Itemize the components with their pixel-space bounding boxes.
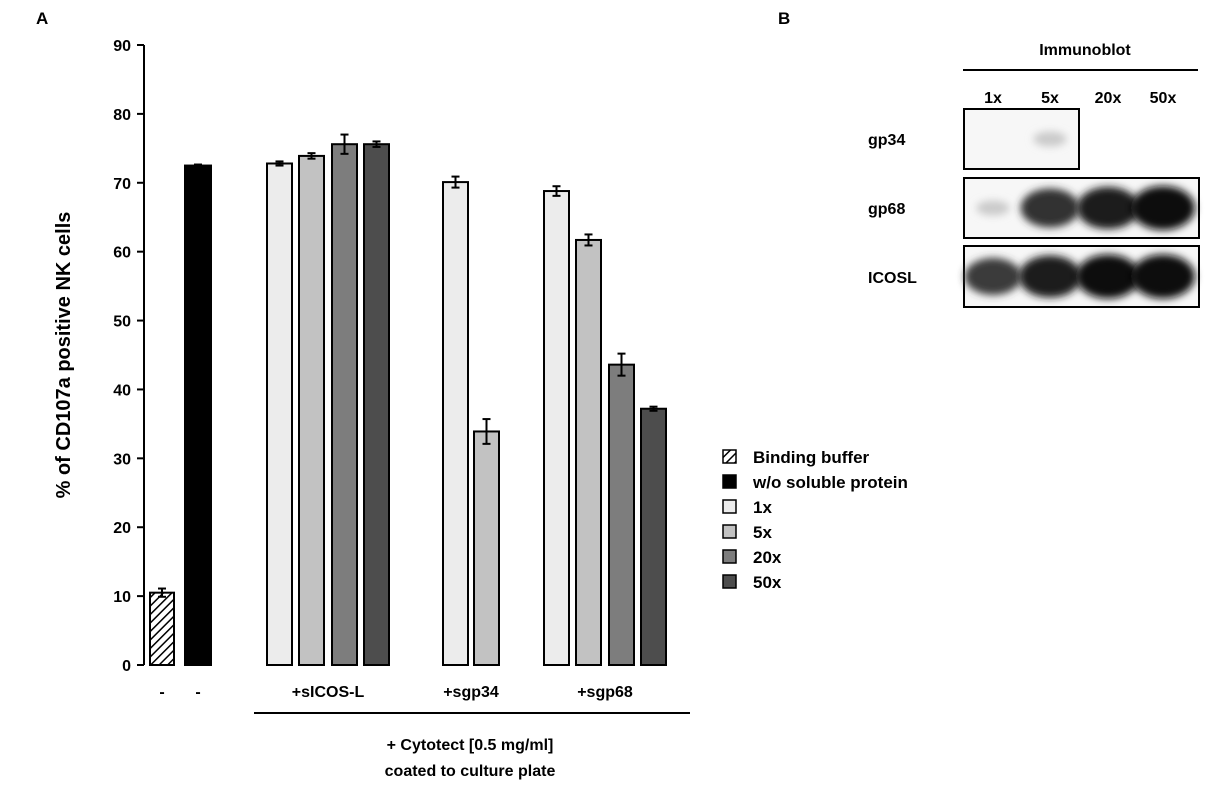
bar <box>473 430 500 667</box>
bracket-label-line-1: + Cytotect [0.5 mg/ml] <box>387 737 554 754</box>
blot-row-label: gp68 <box>868 201 905 218</box>
y-tick-label: 70 <box>113 176 131 193</box>
blot-row-label: ICOSL <box>868 270 917 287</box>
legend-label: Binding buffer <box>753 448 870 467</box>
y-tick-label: 30 <box>113 451 131 468</box>
blot-lane-labels: 1x 5x 20x 50x <box>984 90 1176 107</box>
y-tick-label: 20 <box>113 520 131 537</box>
legend: Binding buffer w/o soluble protein 1x 5x 20x… <box>722 448 908 592</box>
x-category-label: +sgp68 <box>577 684 633 701</box>
bar-chart: 0 10 20 30 40 50 60 70 80 90 % of CD107a positive… <box>53 38 908 780</box>
blot-band <box>1131 254 1195 299</box>
bar <box>640 407 667 666</box>
bar <box>184 164 212 667</box>
x-category-label: - <box>195 684 200 701</box>
blot-band <box>976 200 1010 216</box>
legend-label: 1x <box>753 498 772 517</box>
y-tick-label: 80 <box>113 107 131 124</box>
blot-rows: gp34 gp68 ICOSL <box>868 108 1200 308</box>
x-category-label: +sICOS-L <box>292 684 365 701</box>
x-category-label: - <box>159 684 164 701</box>
blot-row-label: gp34 <box>868 132 905 149</box>
legend-swatch <box>722 499 737 514</box>
legend-swatch <box>722 549 737 564</box>
bar <box>298 154 325 667</box>
bar <box>543 190 570 667</box>
legend-swatch <box>722 474 737 489</box>
panel-a-letter: A <box>36 9 48 28</box>
legend-swatch <box>722 574 737 589</box>
y-tick-label: 40 <box>113 382 131 399</box>
legend-label: 5x <box>753 523 772 542</box>
blot-lane-label: 20x <box>1095 90 1122 107</box>
bar <box>608 363 635 666</box>
y-axis-label: % of CD107a positive NK cells <box>53 212 75 499</box>
blot-title: Immunoblot <box>1039 42 1131 59</box>
blot-band <box>1076 254 1140 299</box>
blot-band <box>1131 186 1195 230</box>
legend-label: w/o soluble protein <box>752 473 908 492</box>
y-tick-label: 50 <box>113 314 131 331</box>
bars <box>149 133 667 667</box>
bar <box>442 181 469 666</box>
x-axis-labels: - - +sICOS-L +sgp34 +sgp68 <box>159 684 633 701</box>
y-tick-label: 60 <box>113 245 131 262</box>
immunoblot-panel: Immunoblot 1x 5x 20x 50x gp34 gp68 ICOSL <box>868 42 1200 308</box>
legend-label: 50x <box>753 573 782 592</box>
blot-lane-label: 50x <box>1150 90 1177 107</box>
bracket-label-line-2: coated to culture plate <box>385 763 556 780</box>
blot-band <box>1033 131 1067 147</box>
y-axis-ticks: 0 10 20 30 40 50 60 70 80 90 <box>113 38 144 675</box>
x-category-label: +sgp34 <box>443 684 499 701</box>
bar <box>575 238 602 666</box>
panel-b-letter: B <box>778 9 790 28</box>
blot-band <box>1018 255 1082 298</box>
legend-swatch <box>722 449 737 464</box>
y-tick-label: 10 <box>113 589 131 606</box>
blot-lane-label: 5x <box>1041 90 1059 107</box>
blot-band <box>1020 188 1080 228</box>
bar <box>331 143 358 666</box>
legend-label: 20x <box>753 548 782 567</box>
bar <box>363 143 390 666</box>
blot-band <box>964 257 1022 296</box>
bar <box>266 162 293 666</box>
y-tick-label: 0 <box>122 658 131 675</box>
legend-swatch <box>722 524 737 539</box>
blot-lane-label: 1x <box>984 90 1002 107</box>
bar <box>149 591 175 667</box>
blot-band <box>1076 186 1140 230</box>
y-tick-label: 90 <box>113 38 131 55</box>
